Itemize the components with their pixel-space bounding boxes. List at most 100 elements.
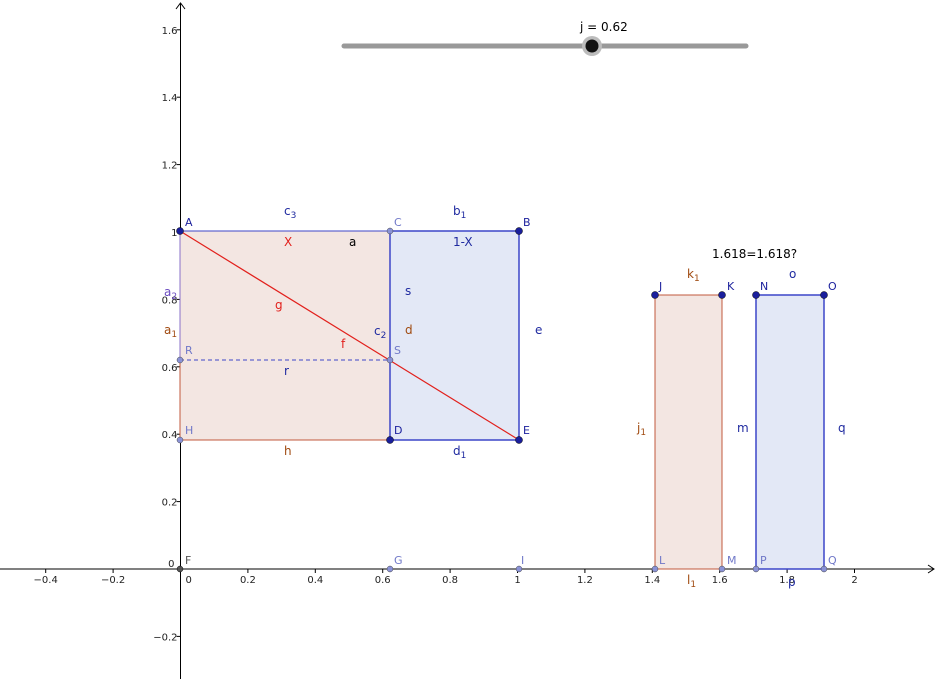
point-L[interactable] [651,565,659,573]
point-label-D: D [394,424,402,437]
y-tick-label-origin: 0 [168,559,174,570]
point-label-Q: Q [828,554,837,567]
label-s: s [405,284,411,298]
label-X: X [284,235,292,249]
x-tick-label: 0 [186,575,192,586]
y-tick-label: 0.2 [162,498,178,509]
point-H[interactable] [176,436,184,444]
point-Q[interactable] [820,565,828,573]
point-P[interactable] [752,565,760,573]
x-tick-label: 0.4 [307,575,323,586]
x-tick-label: 1.8 [779,575,795,586]
point-label-O: O [828,280,837,293]
point-labels: A C B R S H D E F G I J K L M N O P Q [185,216,837,567]
slider-j[interactable]: j = 0.62 [341,20,749,56]
label-g: g [275,298,283,312]
x-tick-label: −0.2 [101,575,125,586]
y-tick-label: 1.6 [162,26,178,37]
point-R[interactable] [176,356,184,364]
point-C[interactable] [386,227,394,235]
y-tick-label: 0.4 [162,430,178,441]
point-label-E: E [523,424,530,437]
point-N[interactable] [752,291,760,299]
diagonal-g-f[interactable] [179,230,520,441]
point-D[interactable] [386,436,394,444]
point-label-A: A [185,216,193,229]
x-tick-label: 1.6 [712,575,728,586]
point-label-C: C [394,216,402,229]
x-axis-arrow [927,564,935,574]
point-I[interactable] [515,565,523,573]
point-label-H: H [185,424,193,437]
x-tick-label: 0.6 [375,575,391,586]
point-label-L: L [659,554,666,567]
label-k1: k1 [687,267,700,284]
label-h: h [284,444,292,458]
point-label-M: M [727,554,737,567]
y-tick-label: −0.2 [153,632,177,643]
slider-label: j = 0.62 [579,20,628,34]
point-E[interactable] [515,436,523,444]
rectangle-right-blue[interactable] [755,294,825,570]
label-q: q [838,421,846,435]
point-G[interactable] [386,565,394,573]
rectangle-left[interactable] [179,230,391,441]
label-f: f [341,337,346,351]
point-K[interactable] [718,291,726,299]
polygon-red-right[interactable] [654,294,723,570]
label-j1: j1 [636,421,646,438]
point-label-J: J [658,280,662,293]
label-a: a [349,235,356,249]
polygon-red-large[interactable] [180,231,390,440]
label-p: p [788,575,796,589]
label-o: o [789,267,796,281]
x-tick-label: 1.4 [644,575,660,586]
point-label-G: G [394,554,403,567]
label-e: e [535,323,542,337]
point-label-S: S [394,344,401,357]
points[interactable] [176,227,828,573]
label-d1: d1 [453,444,466,461]
label-a1: a1 [164,323,177,340]
label-c3: c3 [284,204,296,221]
point-label-R: R [185,344,193,357]
y-ticks: −0.2 0.2 0.4 0.6 0.8 1 1.2 1.4 1.6 0 [153,26,181,643]
x-tick-label: 0.2 [240,575,256,586]
point-A[interactable] [176,227,184,235]
y-axis-arrow [175,2,186,10]
point-B[interactable] [515,227,523,235]
point-J[interactable] [651,291,659,299]
point-label-B: B [523,216,531,229]
polygon-blue-small[interactable] [390,231,519,440]
point-label-P: P [760,554,767,567]
point-label-N: N [760,280,768,293]
point-S[interactable] [386,356,394,364]
point-label-K: K [727,280,735,293]
y-tick-label: 1.2 [162,161,178,172]
label-m: m [737,421,749,435]
label-c2: c2 [374,324,386,341]
slider-knob[interactable] [585,39,599,53]
rectangle-blue[interactable] [389,230,520,441]
label-b1: b1 [453,204,466,221]
label-1-X: 1-X [453,235,473,249]
rectangle-right-red[interactable] [654,294,723,570]
polygon-blue-right[interactable] [755,294,825,570]
label-r: r [284,364,289,378]
y-tick-label: 0.8 [162,295,178,306]
x-tick-label: −0.4 [34,575,58,586]
label-l1: l1 [687,573,696,590]
point-O[interactable] [820,291,828,299]
point-M[interactable] [718,565,726,573]
y-tick-label: 1.4 [162,93,178,104]
x-tick-label: 2 [851,575,857,586]
x-tick-label: 1.2 [577,575,593,586]
point-F[interactable] [176,565,184,573]
x-tick-label: 0.8 [442,575,458,586]
equality-question: 1.618=1.618? [712,247,797,261]
label-d: d [405,323,413,337]
x-tick-label: 1 [514,575,520,586]
y-tick-label: 1 [171,228,177,239]
point-label-I: I [521,554,524,567]
